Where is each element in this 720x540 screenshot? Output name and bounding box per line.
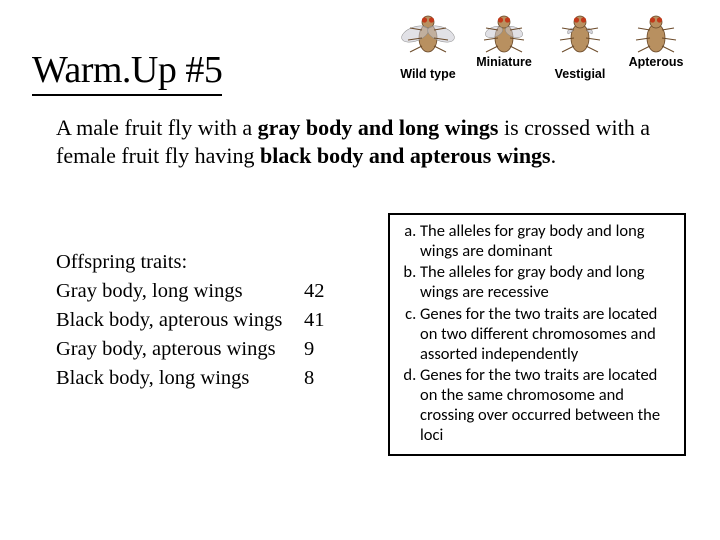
fly-icon-vestigial: [550, 8, 610, 54]
fly-label: Wild type: [400, 68, 455, 82]
fly-wildtype: Wild type: [392, 8, 464, 82]
offspring-row: Black body, long wings 8: [56, 364, 344, 393]
offspring-row: Black body, apterous wings 41: [56, 306, 344, 335]
fly-apterous: Apterous: [620, 8, 692, 82]
question-b1: gray body and long wings: [258, 115, 499, 140]
fly-figure: Wild type Miniature: [392, 8, 692, 82]
page-title: Warm.Up #5: [32, 48, 222, 96]
offspring-trait: Black body, apterous wings: [56, 306, 304, 335]
offspring-count: 42: [304, 277, 344, 306]
fly-icon-miniature: [474, 8, 534, 54]
question-post: .: [551, 143, 557, 168]
fly-icon-wildtype: [398, 8, 458, 54]
offspring-count: 9: [304, 335, 344, 364]
answer-choice: The alleles for gray body and long wings…: [420, 262, 676, 302]
offspring-trait: Gray body, apterous wings: [56, 335, 304, 364]
fly-vestigial: Vestigial: [544, 8, 616, 82]
fly-miniature: Miniature: [468, 8, 540, 82]
offspring-trait: Black body, long wings: [56, 364, 304, 393]
fly-label: Apterous: [629, 56, 684, 70]
offspring-count: 41: [304, 306, 344, 335]
offspring-row: Gray body, long wings 42: [56, 277, 344, 306]
offspring-count: 8: [304, 364, 344, 393]
offspring-trait: Gray body, long wings: [56, 277, 304, 306]
offspring-block: Offspring traits: Gray body, long wings …: [56, 248, 344, 394]
answer-choice: Genes for the two traits are located on …: [420, 365, 676, 446]
fly-label: Vestigial: [555, 68, 606, 82]
question-pre: A male fruit fly with a: [56, 115, 258, 140]
offspring-heading: Offspring traits:: [56, 248, 344, 277]
answers-box: The alleles for gray body and long wings…: [388, 213, 686, 456]
question-b2: black body and apterous wings: [260, 143, 551, 168]
question-text: A male fruit fly with a gray body and lo…: [56, 114, 680, 170]
offspring-row: Gray body, apterous wings 9: [56, 335, 344, 364]
answer-choice: The alleles for gray body and long wings…: [420, 221, 676, 261]
fly-label: Miniature: [476, 56, 532, 70]
answer-choice: Genes for the two traits are located on …: [420, 304, 676, 364]
fly-icon-apterous: [626, 8, 686, 54]
